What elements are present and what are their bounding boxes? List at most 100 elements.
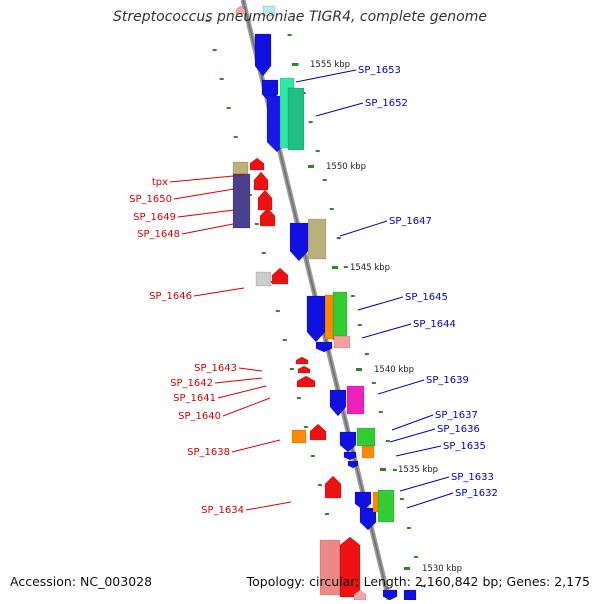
label-leader-line — [238, 367, 263, 372]
label-leader-line — [214, 377, 263, 384]
gene-label: SP_1646 — [149, 291, 192, 302]
gene-arrow — [259, 207, 276, 227]
gene-arrow — [347, 460, 359, 469]
tick-mark — [287, 34, 292, 36]
tick-mark — [315, 150, 320, 152]
label-leader-line — [406, 492, 454, 509]
scale-label: 1535 kbp — [398, 465, 438, 475]
gene-label: SP_1639 — [426, 375, 469, 386]
gene-arrow — [309, 423, 327, 441]
gene-label: SP_1636 — [437, 424, 480, 435]
gene-arrow — [339, 431, 357, 453]
gene-arrow — [343, 451, 357, 461]
gene-box — [255, 271, 272, 287]
gene-label: SP_1640 — [178, 411, 221, 422]
tick-mark — [275, 310, 280, 312]
label-leader-line — [389, 428, 436, 443]
scale-tick — [332, 266, 338, 269]
tick-mark — [329, 208, 334, 210]
tick-mark — [406, 527, 411, 529]
gene-box — [332, 291, 348, 341]
tick-mark — [378, 411, 383, 413]
tick-mark — [254, 223, 259, 225]
label-leader-line — [217, 385, 267, 399]
gene-arrow — [253, 171, 269, 191]
label-leader-line — [222, 397, 271, 417]
gene-arrow — [254, 33, 272, 77]
label-leader-line — [357, 296, 404, 311]
gene-arrow — [271, 267, 289, 285]
gene-box — [356, 427, 376, 447]
tick-mark — [261, 252, 266, 254]
gene-label: SP_1648 — [137, 229, 180, 240]
tick-mark — [219, 78, 224, 80]
scale-label: 1550 kbp — [326, 162, 366, 172]
gene-arrow — [296, 375, 316, 388]
label-leader-line — [231, 439, 281, 453]
tick-mark — [317, 484, 322, 486]
gene-label: SP_1647 — [389, 216, 432, 227]
gene-label: SP_1632 — [455, 488, 498, 499]
gene-label: SP_1643 — [194, 363, 237, 374]
gene-box — [403, 589, 417, 601]
gene-label: SP_1641 — [173, 393, 216, 404]
scale-label: 1545 kbp — [350, 263, 390, 273]
scale-label: 1540 kbp — [374, 365, 414, 375]
gene-arrow — [306, 295, 326, 343]
label-leader-line — [399, 476, 450, 492]
gene-box — [232, 161, 249, 175]
gene-label: tpx — [152, 177, 168, 188]
tick-mark — [308, 121, 313, 123]
gene-arrow — [249, 157, 265, 171]
gene-arrow — [382, 589, 398, 601]
tick-mark — [226, 107, 231, 109]
gene-box — [232, 173, 251, 229]
gene-arrow — [339, 536, 361, 598]
tick-mark — [205, 20, 210, 22]
gene-arrow — [235, 5, 246, 15]
gene-label: SP_1633 — [451, 472, 494, 483]
gene-label: SP_1650 — [129, 194, 172, 205]
label-leader-line — [315, 102, 364, 117]
gene-label: SP_1645 — [405, 292, 448, 303]
label-leader-line — [395, 445, 442, 457]
gene-label: SP_1637 — [435, 410, 478, 421]
gene-arrow — [295, 356, 309, 365]
scale-tick — [404, 567, 410, 570]
tick-mark — [212, 49, 217, 51]
scale-tick — [356, 368, 362, 371]
label-leader-line — [361, 323, 412, 339]
tick-mark — [420, 585, 425, 587]
gene-box — [307, 218, 327, 260]
tick-mark — [413, 556, 418, 558]
scale-tick — [380, 468, 386, 471]
gene-arrow — [329, 389, 347, 417]
map-title: Streptococcus pneumoniae TIGR4, complete… — [113, 9, 487, 25]
tick-mark — [336, 237, 341, 239]
gene-arrow — [297, 365, 311, 374]
gene-label: SP_1634 — [201, 505, 244, 516]
tick-mark — [392, 469, 397, 471]
tick-mark — [324, 513, 329, 515]
label-leader-line — [193, 287, 245, 297]
gene-arrow — [289, 222, 309, 262]
scale-label: 1530 kbp — [422, 564, 462, 574]
gene-label: SP_1652 — [365, 98, 408, 109]
gene-box — [333, 335, 351, 349]
tick-mark — [385, 440, 390, 442]
gene-label: SP_1653 — [358, 65, 401, 76]
tick-mark — [399, 498, 404, 500]
label-leader-line — [177, 209, 235, 218]
label-leader-line — [245, 501, 292, 511]
gene-arrow — [324, 475, 342, 499]
gene-arrow — [315, 341, 333, 353]
scale-label: 1555 kbp — [310, 60, 350, 70]
gene-label: SP_1642 — [170, 378, 213, 389]
scale-tick — [292, 63, 298, 66]
label-leader-line — [339, 220, 388, 237]
gene-arrow — [354, 491, 372, 511]
tick-mark — [282, 339, 287, 341]
label-leader-line — [169, 174, 245, 183]
